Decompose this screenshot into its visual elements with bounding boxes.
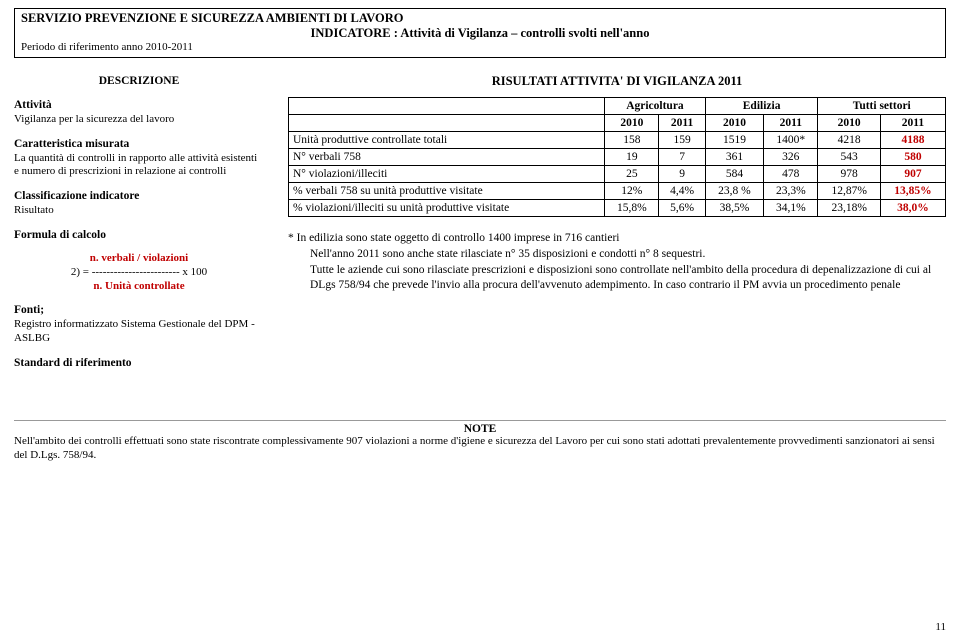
formula-label: Formula di calcolo <box>14 228 264 242</box>
year-cell: 2011 <box>764 115 818 132</box>
data-cell: 38,5% <box>705 200 763 217</box>
data-cell: 34,1% <box>764 200 818 217</box>
attivita-label: Attività <box>14 99 52 111</box>
blank-header-2 <box>289 115 605 132</box>
attivita-block: Attività Vigilanza per la sicurezza del … <box>14 98 264 127</box>
data-cell: 23,18% <box>818 200 880 217</box>
data-cell: 5,6% <box>659 200 705 217</box>
data-cell: 25 <box>605 166 659 183</box>
data-cell: 7 <box>659 149 705 166</box>
header-title2: INDICATORE : Attività di Vigilanza – con… <box>21 26 939 41</box>
data-cell: 907 <box>880 166 945 183</box>
note-body: Nell'ambito dei controlli effettuati son… <box>14 435 946 463</box>
sector-row: Agricoltura Edilizia Tutti settori <box>289 98 946 115</box>
data-cell: 159 <box>659 132 705 149</box>
data-cell: 543 <box>818 149 880 166</box>
page-number: 11 <box>935 621 946 633</box>
sector-agricoltura: Agricoltura <box>605 98 706 115</box>
sector-edilizia: Edilizia <box>705 98 818 115</box>
data-cell: 4188 <box>880 132 945 149</box>
footnote-block: * In edilizia sono state oggetto di cont… <box>288 231 946 293</box>
data-cell: 4218 <box>818 132 880 149</box>
header-title1: SERVIZIO PREVENZIONE E SICUREZZA AMBIENT… <box>21 11 939 26</box>
caratteristica-label: Caratteristica misurata <box>14 138 129 150</box>
data-cell: 580 <box>880 149 945 166</box>
table-row: N° violazioni/illeciti259584478978907 <box>289 166 946 183</box>
formula-divider: 2) = ------------------------ x 100 <box>71 266 207 278</box>
data-cell: 158 <box>605 132 659 149</box>
sector-tutti: Tutti settori <box>818 98 946 115</box>
data-cell: 19 <box>605 149 659 166</box>
results-title: RISULTATI ATTIVITA' DI VIGILANZA 2011 <box>288 74 946 89</box>
data-cell: 23,8 % <box>705 183 763 200</box>
table-row: % violazioni/illeciti su unità produttiv… <box>289 200 946 217</box>
classificazione-block: Classificazione indicatore Risultato <box>14 189 264 218</box>
attivita-text: Vigilanza per la sicurezza del lavoro <box>14 113 174 125</box>
row-label: N° violazioni/illeciti <box>289 166 605 183</box>
data-cell: 326 <box>764 149 818 166</box>
footnote-1: * In edilizia sono state oggetto di cont… <box>288 231 946 246</box>
footnote-2: Nell'anno 2011 sono anche state rilascia… <box>288 247 946 262</box>
data-cell: 978 <box>818 166 880 183</box>
right-column: RISULTATI ATTIVITA' DI VIGILANZA 2011 Ag… <box>288 74 946 380</box>
data-cell: 12% <box>605 183 659 200</box>
data-cell: 12,87% <box>818 183 880 200</box>
note-title: NOTE <box>14 423 946 435</box>
note-divider <box>14 420 946 421</box>
year-cell: 2010 <box>605 115 659 132</box>
year-cell: 2010 <box>818 115 880 132</box>
years-row: 2010 2011 2010 2011 2010 2011 <box>289 115 946 132</box>
row-label: N° verbali 758 <box>289 149 605 166</box>
data-cell: 361 <box>705 149 763 166</box>
data-cell: 9 <box>659 166 705 183</box>
left-column: DESCRIZIONE Attività Vigilanza per la si… <box>14 74 264 380</box>
data-cell: 478 <box>764 166 818 183</box>
data-cell: 23,3% <box>764 183 818 200</box>
row-label: % violazioni/illeciti su unità produttiv… <box>289 200 605 217</box>
header-box: SERVIZIO PREVENZIONE E SICUREZZA AMBIENT… <box>14 8 946 58</box>
table-row: Unità produttive controllate totali15815… <box>289 132 946 149</box>
standard-label: Standard di riferimento <box>14 356 264 370</box>
formula-numerator: n. verbali / violazioni <box>90 252 188 264</box>
descrizione-heading: DESCRIZIONE <box>14 74 264 88</box>
main-columns: DESCRIZIONE Attività Vigilanza per la si… <box>14 74 946 380</box>
classificazione-text: Risultato <box>14 204 54 216</box>
data-cell: 584 <box>705 166 763 183</box>
table-row: % verbali 758 su unità produttive visita… <box>289 183 946 200</box>
data-cell: 1519 <box>705 132 763 149</box>
year-cell: 2011 <box>880 115 945 132</box>
results-table: Agricoltura Edilizia Tutti settori 2010 … <box>288 97 946 217</box>
formula-denominator: n. Unità controllate <box>93 280 184 292</box>
data-cell: 1400* <box>764 132 818 149</box>
header-period: Periodo di riferimento anno 2010-2011 <box>21 41 939 53</box>
fonti-text: Registro informatizzato Sistema Gestiona… <box>14 318 255 344</box>
data-cell: 4,4% <box>659 183 705 200</box>
year-cell: 2010 <box>705 115 763 132</box>
row-label: Unità produttive controllate totali <box>289 132 605 149</box>
formula-block: n. verbali / violazioni 2) = -----------… <box>14 252 264 293</box>
table-row: N° verbali 758197361326543580 <box>289 149 946 166</box>
data-cell: 38,0% <box>880 200 945 217</box>
fonti-block: Fonti; Registro informatizzato Sistema G… <box>14 303 264 345</box>
caratteristica-text: La quantità di controlli in rapporto all… <box>14 152 257 178</box>
row-label: % verbali 758 su unità produttive visita… <box>289 183 605 200</box>
caratteristica-block: Caratteristica misurata La quantità di c… <box>14 137 264 179</box>
data-cell: 15,8% <box>605 200 659 217</box>
blank-header <box>289 98 605 115</box>
classificazione-label: Classificazione indicatore <box>14 190 139 202</box>
data-cell: 13,85% <box>880 183 945 200</box>
footnote-3: Tutte le aziende cui sono rilasciate pre… <box>288 263 946 293</box>
year-cell: 2011 <box>659 115 705 132</box>
fonti-label: Fonti; <box>14 304 44 316</box>
